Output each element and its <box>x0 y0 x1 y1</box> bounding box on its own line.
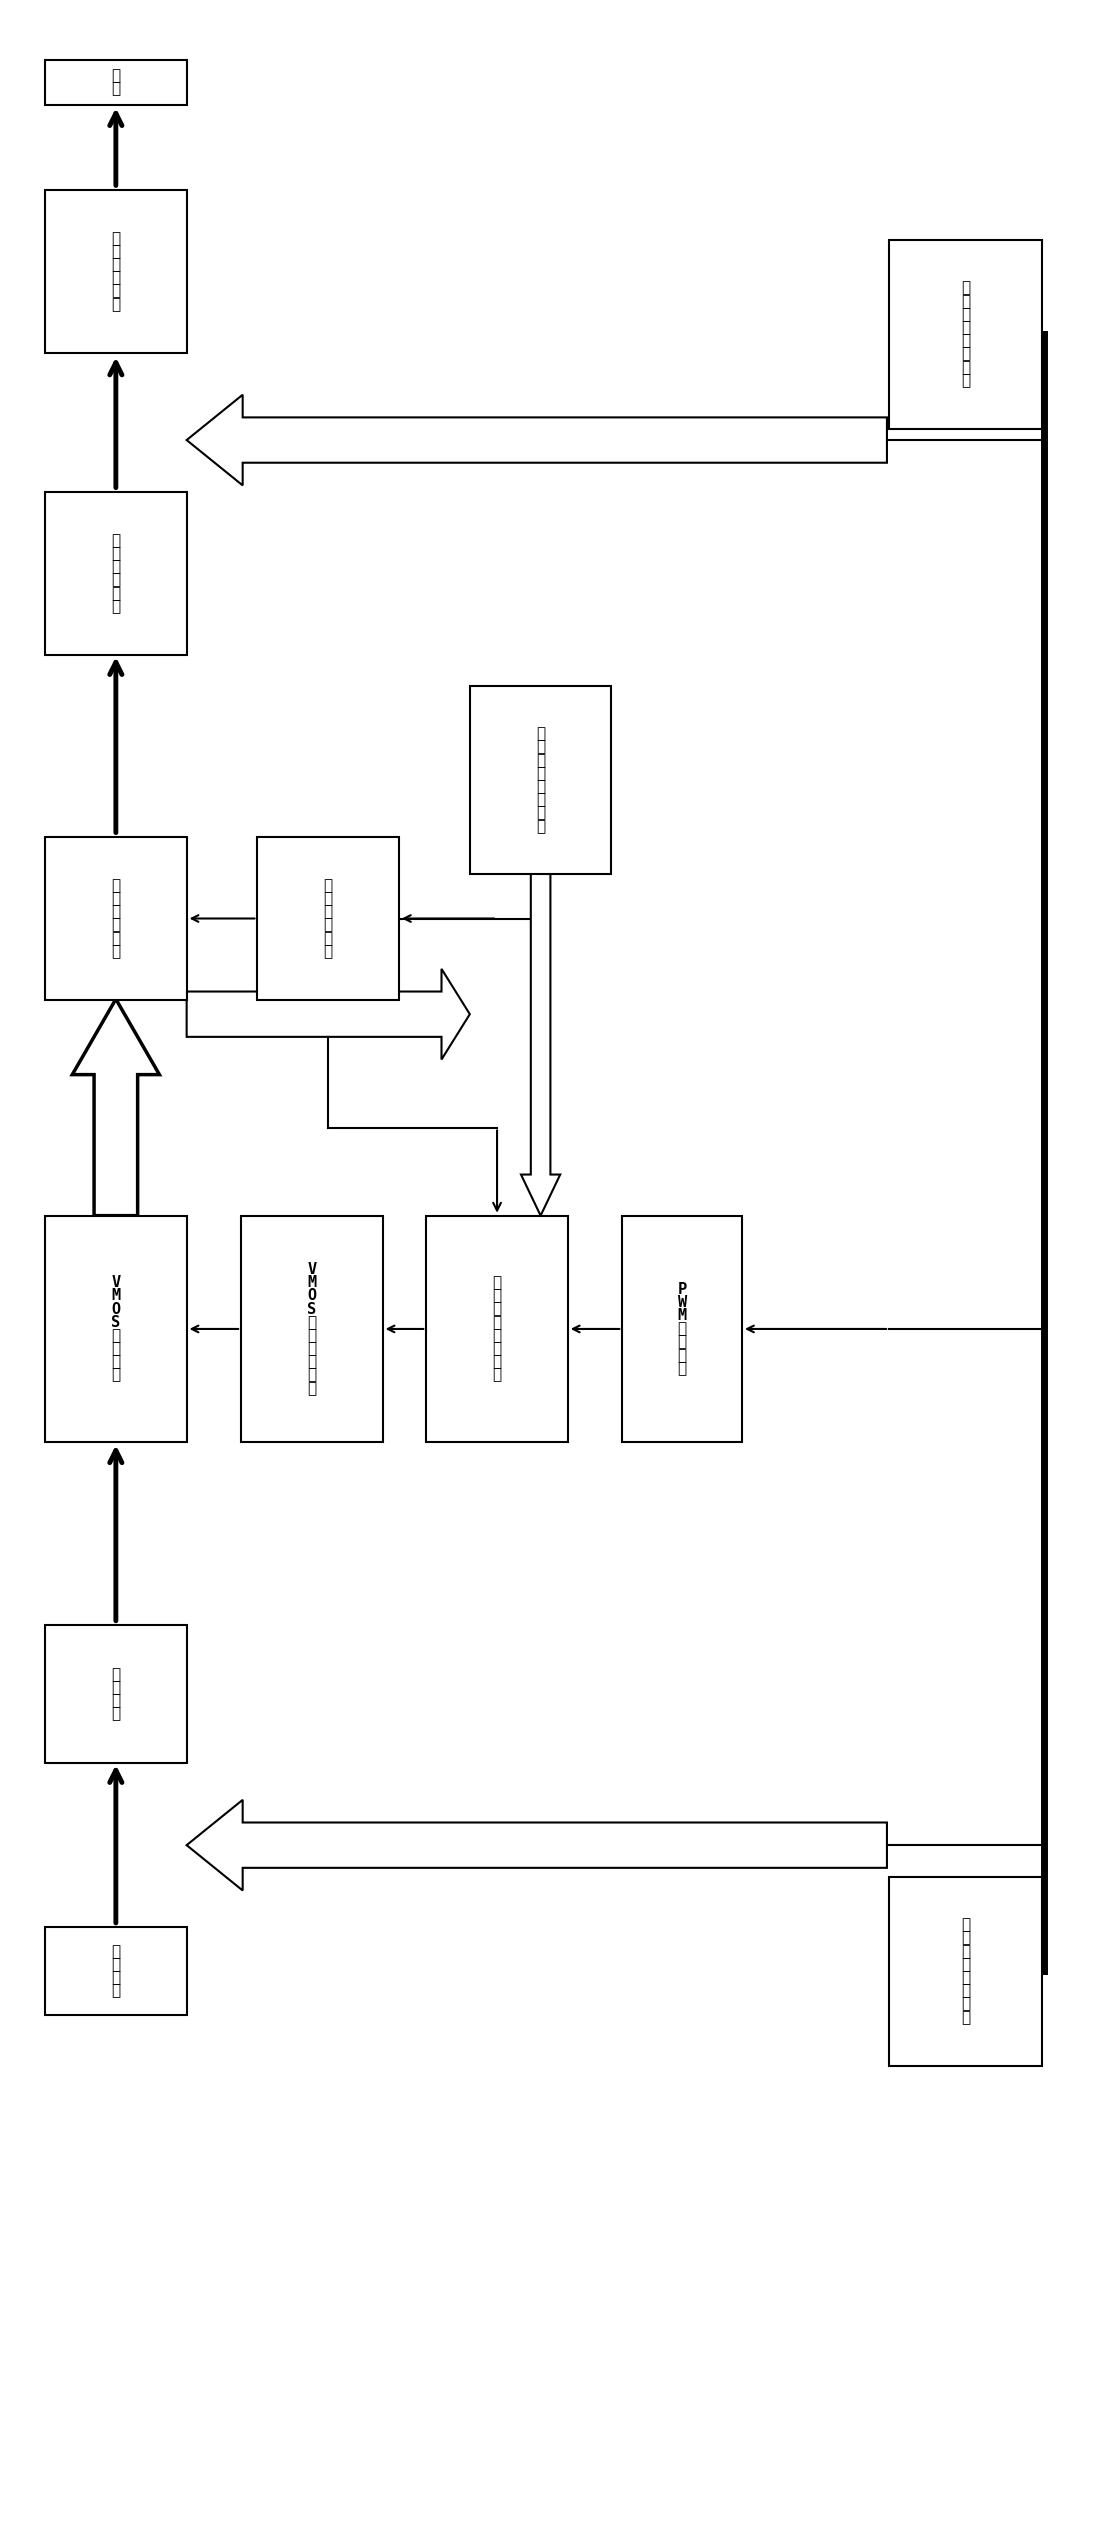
Text: 反
向
限
幅
电
路: 反 向 限 幅 电 路 <box>111 879 120 960</box>
Bar <box>242 1215 383 1443</box>
Text: V
M
O
S
开
关
驱
动
电
路: V M O S 开 关 驱 动 电 路 <box>308 1261 317 1395</box>
Bar <box>45 190 186 352</box>
Text: 输
出
电
流
采
样
电
路: 输 出 电 流 采 样 电 路 <box>961 281 970 387</box>
Polygon shape <box>186 1800 887 1891</box>
Bar <box>257 836 399 1000</box>
Bar <box>426 1215 568 1443</box>
Text: 负
载: 负 载 <box>111 68 120 96</box>
Bar <box>622 1215 742 1443</box>
Text: V
M
O
S
开
关
电
路: V M O S 开 关 电 路 <box>111 1276 120 1382</box>
Bar <box>889 241 1041 428</box>
Bar <box>470 686 611 874</box>
Text: 续
流
电
压
采
样
电
路: 续 流 电 压 采 样 电 路 <box>536 727 545 833</box>
Bar <box>45 491 186 656</box>
Text: P
W
M
控
制
电
路: P W M 控 制 电 路 <box>677 1281 687 1375</box>
Bar <box>45 1927 186 2015</box>
Polygon shape <box>73 1000 160 1215</box>
Bar <box>45 61 186 106</box>
Bar <box>45 1215 186 1443</box>
Text: 储
能
滤
波
电
路: 储 能 滤 波 电 路 <box>111 534 120 615</box>
Text: 输
出
保
护
电
路: 输 出 保 护 电 路 <box>111 230 120 311</box>
Polygon shape <box>186 970 470 1058</box>
Bar <box>889 1876 1041 2066</box>
Bar <box>45 836 186 1000</box>
Text: 输
入
电
源: 输 入 电 源 <box>111 1945 120 1998</box>
Text: 脉
冲
信
号
合
成
电
路: 脉 冲 信 号 合 成 电 路 <box>492 1276 502 1382</box>
Text: 续
流
驱
动
电
路: 续 流 驱 动 电 路 <box>323 879 333 960</box>
Polygon shape <box>186 395 887 486</box>
Text: 输
入
电
压
采
样
电
路: 输 入 电 压 采 样 电 路 <box>961 1917 970 2026</box>
Polygon shape <box>521 874 560 1215</box>
Bar <box>45 1626 186 1762</box>
Text: 续
流
电
路: 续 流 电 路 <box>111 1666 120 1722</box>
